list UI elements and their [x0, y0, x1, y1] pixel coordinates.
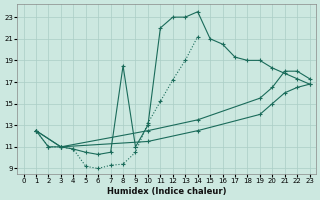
- X-axis label: Humidex (Indice chaleur): Humidex (Indice chaleur): [107, 187, 226, 196]
